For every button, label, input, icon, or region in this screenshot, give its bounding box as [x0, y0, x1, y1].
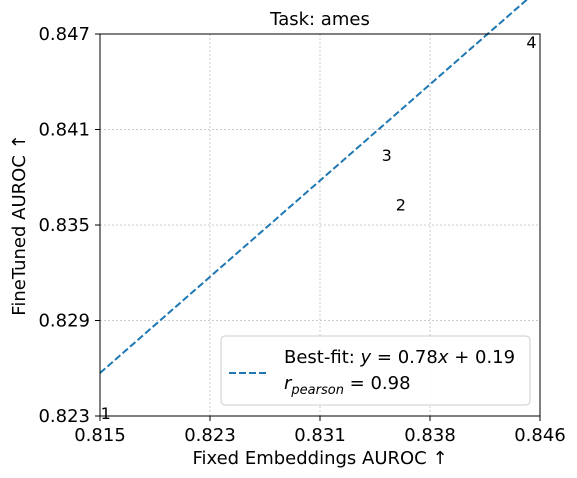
point-labels: 1 2 3 4: [101, 33, 537, 423]
point-label-2: 2: [396, 195, 406, 214]
y-tick-label: 0.823: [38, 406, 90, 427]
x-axis-ticks: 0.815 0.823 0.831 0.838 0.846: [74, 416, 566, 446]
y-axis-ticks: 0.823 0.829 0.835 0.841 0.847: [38, 24, 100, 427]
x-tick-label: 0.831: [294, 425, 346, 446]
legend-fit-equation: Best-fit: y = 0.78x + 0.19: [284, 347, 515, 368]
fit-line-group: [99, 0, 528, 374]
point-label-1: 1: [101, 404, 111, 423]
y-tick-label: 0.841: [38, 120, 90, 141]
x-tick-label: 0.823: [184, 425, 236, 446]
point-label-4: 4: [526, 33, 536, 52]
y-tick-label: 0.847: [38, 24, 90, 45]
legend: Best-fit: y = 0.78x + 0.19 rpearson = 0.…: [220, 335, 531, 406]
y-tick-label: 0.835: [38, 215, 90, 236]
y-axis-label: FineTuned AUROC ↑: [9, 134, 30, 315]
x-tick-label: 0.815: [74, 425, 126, 446]
chart-title: Task: ames: [269, 9, 370, 30]
legend-pearson: rpearson = 0.98: [284, 373, 411, 398]
y-tick-label: 0.829: [38, 311, 90, 332]
x-tick-label: 0.846: [514, 425, 566, 446]
best-fit-line: [99, 0, 528, 374]
x-axis-label: Fixed Embeddings AUROC ↑: [192, 448, 447, 469]
legend-box: [220, 335, 531, 406]
x-tick-label: 0.838: [404, 425, 456, 446]
point-label-3: 3: [382, 146, 392, 165]
